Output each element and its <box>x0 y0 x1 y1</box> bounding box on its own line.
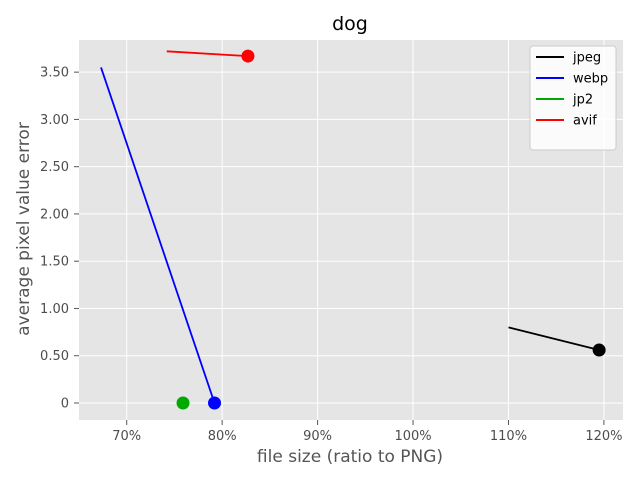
legend: jpeg webp jp2 avif <box>529 45 617 151</box>
chart-title: dog <box>332 13 368 35</box>
x-tick-label: 90% <box>303 429 332 444</box>
series-marker-avif <box>241 49 255 63</box>
y-tick-label: 2.50 <box>40 160 69 175</box>
grid-lines <box>79 40 623 420</box>
series-line-jpeg <box>508 326 600 351</box>
x-tick-label: 70% <box>112 429 141 444</box>
legend-label-jp2: jp2 <box>572 93 593 108</box>
x-tick-label: 100% <box>394 429 431 444</box>
series-layer <box>100 49 606 410</box>
y-tick-label: 3.00 <box>40 113 69 128</box>
x-tick-label: 120% <box>585 429 622 444</box>
series-marker-jp2 <box>176 396 190 410</box>
series-line-webp <box>100 67 216 404</box>
series-line-avif <box>166 50 248 57</box>
y-tick-label: 3.50 <box>40 66 69 81</box>
series-marker-webp <box>208 396 222 410</box>
y-axis-ticks: 0 0.50 1.00 1.50 2.00 2.50 3.00 3.50 <box>40 66 79 411</box>
y-tick-label: 1.50 <box>40 255 69 270</box>
legend-label-avif: avif <box>573 114 597 129</box>
x-axis-ticks: 70% 80% 90% 100% 110% 120% <box>112 420 622 444</box>
x-tick-label: 80% <box>208 429 237 444</box>
y-tick-label: 2.00 <box>40 207 69 222</box>
x-axis-label: file size (ratio to PNG) <box>257 447 443 467</box>
y-tick-label: 0.50 <box>40 349 69 364</box>
y-tick-label: 1.00 <box>40 302 69 317</box>
y-axis-label: average pixel value error <box>14 122 34 336</box>
legend-label-webp: webp <box>573 72 608 87</box>
series-marker-jpeg <box>592 343 606 357</box>
legend-label-jpeg: jpeg <box>572 51 601 66</box>
legend-box <box>529 45 617 151</box>
x-tick-label: 110% <box>490 429 527 444</box>
y-tick-label: 0 <box>61 396 69 411</box>
